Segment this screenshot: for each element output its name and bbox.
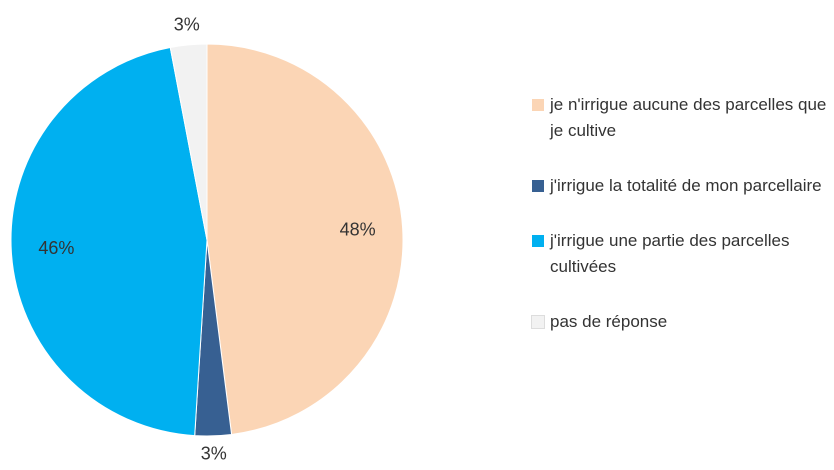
data-label: 46%: [38, 238, 74, 258]
legend-item: j'irrigue la totalité de mon parcellaire: [530, 173, 830, 199]
data-label: 3%: [201, 444, 227, 464]
legend-label: je n'irrigue aucune des parcelles que je…: [550, 95, 827, 140]
pie-slice: [169, 43, 208, 241]
legend-label: j'irrigue une partie des parcelles culti…: [550, 231, 790, 276]
legend-label: j'irrigue la totalité de mon parcellaire: [550, 176, 822, 195]
legend-item: pas de réponse: [530, 309, 830, 335]
legend-swatch: [532, 180, 544, 192]
legend-swatch: [531, 315, 545, 329]
legend-swatch: [532, 235, 544, 247]
legend: je n'irrigue aucune des parcelles que je…: [530, 92, 830, 364]
legend-swatch: [532, 99, 544, 111]
legend-label: pas de réponse: [550, 312, 668, 331]
legend-item: j'irrigue une partie des parcelles culti…: [530, 228, 830, 280]
pie-slice: [10, 46, 208, 437]
pie-slice: [206, 43, 404, 436]
data-label: 3%: [174, 15, 200, 35]
data-label: 48%: [340, 219, 376, 239]
legend-item: je n'irrigue aucune des parcelles que je…: [530, 92, 830, 144]
